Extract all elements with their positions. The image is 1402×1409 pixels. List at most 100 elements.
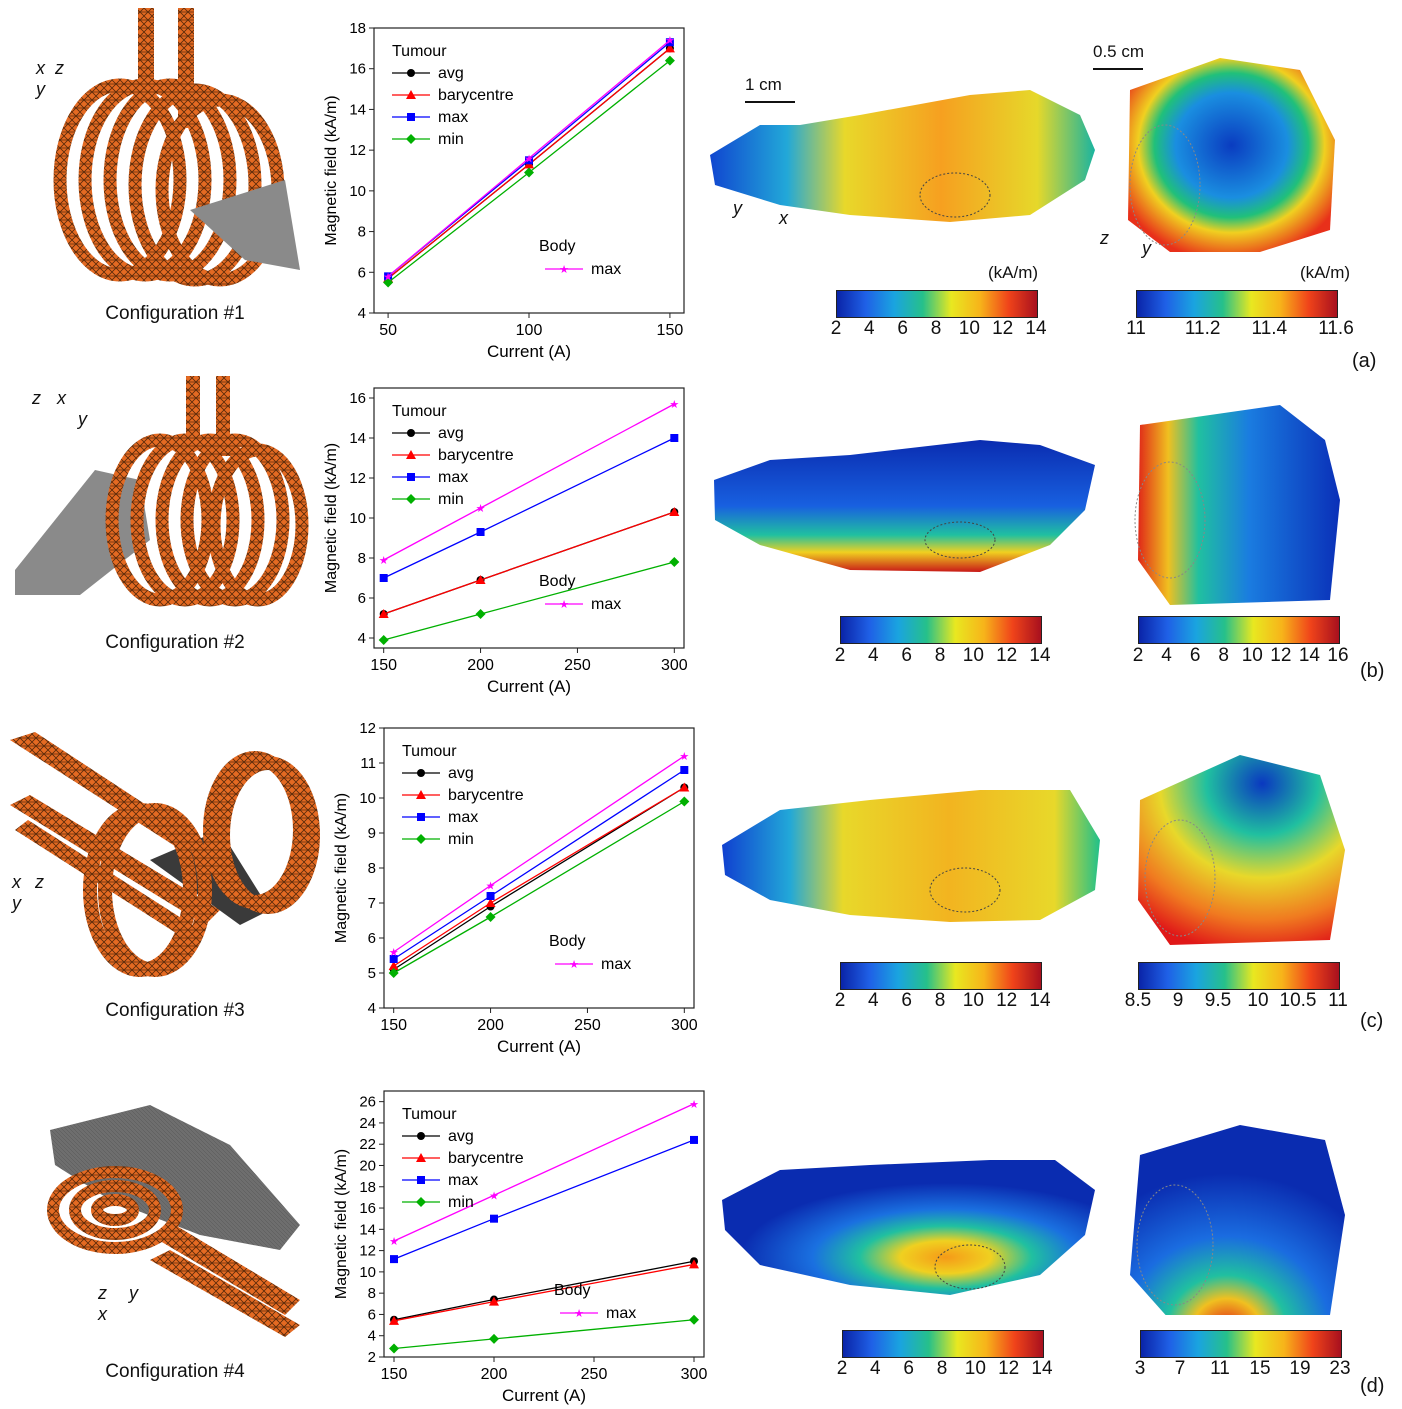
colorbar-1 [842, 1330, 1044, 1358]
data-point: ★ [524, 153, 534, 165]
line-chart-a: 468101214161850 100 150Current (A)Magnetic… [312, 20, 692, 365]
legend-label: avg [438, 65, 464, 82]
field-maps-c: 2 4 6 8 10 12 14 8.5 9 9.5 10 10.5 11 [700, 750, 1400, 1050]
data-point [390, 1255, 398, 1263]
colorbar-tick-label: 10 [963, 990, 984, 1012]
legend-title-body: Body [554, 1282, 590, 1299]
x-axis-label: Current (A) [487, 677, 571, 696]
y-tick-label: 10 [349, 510, 366, 527]
data-point [487, 892, 495, 900]
series-line [394, 756, 685, 952]
configuration-label: Configuration #1 [0, 303, 350, 325]
y-tick-label: 6 [358, 590, 366, 607]
series-max [390, 1136, 698, 1263]
colorbar-tick-label: 4 [868, 990, 879, 1012]
y-tick-label: 20 [359, 1157, 376, 1174]
plot-frame [384, 728, 694, 1008]
x-axis-label: Current (A) [502, 1386, 586, 1405]
legend-marker: ★ [574, 1308, 584, 1320]
colorbar-ticks-2: 8.5 9 9.5 10 10.5 11 [1138, 990, 1338, 1012]
colorbar-tick-label: 11 [1210, 1358, 1230, 1380]
colorbar-unit-2: (kA/m) [1300, 263, 1350, 283]
configuration-label: Configuration #4 [0, 1361, 350, 1383]
data-point [670, 434, 678, 442]
x-tick-label: 300 [671, 1017, 698, 1034]
legend-marker [416, 834, 426, 844]
data-point: ★ [379, 555, 389, 567]
line-chart-b: 4 6 8 10 12 14 16 150 200 250 300 Current (A) Magnet… [312, 380, 692, 700]
legend-marker [407, 113, 415, 121]
legend-label: avg [448, 765, 474, 782]
legend-label: max [448, 1172, 478, 1189]
colorbar-tick-label: 8.5 [1125, 990, 1151, 1012]
colorbar-tick-label: 14 [1029, 990, 1050, 1012]
legend-label: avg [438, 425, 464, 442]
colorbar-tick-label: 10 [1247, 990, 1268, 1012]
colorbar-tick-label: 12 [996, 645, 1017, 667]
colorbar-tick-label: 2 [835, 990, 846, 1012]
y-tick-label: 16 [349, 390, 366, 407]
data-point: ★ [665, 35, 675, 47]
colorbar-ticks-2: 11 11.2 11.4 11.6 [1136, 318, 1336, 340]
legend-label: barycentre [438, 447, 514, 464]
x-tick-label: 250 [564, 657, 591, 674]
legend-label: barycentre [448, 1150, 524, 1167]
colorbar-tick-label: 4 [868, 645, 879, 667]
x-tick-label: 300 [661, 657, 688, 674]
legend-marker [406, 494, 416, 504]
legend-marker [406, 134, 416, 144]
data-point: ★ [383, 271, 393, 283]
y-tick-label: 12 [349, 470, 366, 487]
colorbar-tick-label: 15 [1249, 1358, 1270, 1380]
colorbar-tick-label: 4 [870, 1358, 881, 1380]
y-tick-label: 14 [359, 1221, 376, 1238]
colorbar-tick-label: 7 [1175, 1358, 1186, 1380]
y-tick-label: 2 [368, 1349, 376, 1366]
data-point: ★ [489, 1190, 499, 1202]
colorbar-tick-label: 11.2 [1185, 318, 1221, 340]
data-point [490, 1215, 498, 1223]
data-point [486, 912, 496, 922]
series-body_max: ★ ★ ★ [389, 751, 690, 959]
colorbar-tick-label: 9 [1173, 990, 1184, 1012]
colorbar-tick-label: 6 [903, 1358, 914, 1380]
y-tick-label: 24 [359, 1115, 376, 1132]
x-tick-label: 250 [581, 1366, 608, 1383]
colorbar-tick-label: 9.5 [1205, 990, 1231, 1012]
colorbar-tick-label: 14 [1031, 1358, 1052, 1380]
colorbar-tick-label: 2 [831, 318, 842, 340]
panel-label: (c) [1360, 1010, 1383, 1033]
series-line [384, 404, 675, 560]
series-line [384, 562, 675, 640]
y-axis-label: Magnetic field (kA/m) [323, 95, 340, 245]
y-tick-label: 9 [368, 825, 376, 842]
colorbar-tick-label: 8 [1218, 645, 1229, 667]
series-min [389, 797, 690, 979]
legend-label: max [438, 109, 468, 126]
colorbar-tick-label: 16 [1327, 645, 1348, 667]
data-point [680, 766, 688, 774]
y-tick-label: 8 [358, 224, 366, 241]
colorbar-ticks-2: 2 4 6 8 10 12 14 16 [1138, 645, 1338, 667]
legend-marker [417, 769, 425, 777]
colorbar-ticks-1: 2 4 6 8 10 12 14 [840, 990, 1040, 1012]
colorbar-unit-1: (kA/m) [988, 263, 1038, 283]
legend-label: barycentre [438, 87, 514, 104]
y-tick-label: 10 [349, 183, 366, 200]
panel-label: (d) [1360, 1375, 1384, 1398]
colorbar-tick-label: 10 [1242, 645, 1263, 667]
y-tick-label: 4 [368, 1328, 376, 1345]
x-tick-label: 200 [467, 657, 494, 674]
data-point: ★ [486, 881, 496, 893]
colorbar-tick-label: 4 [1161, 645, 1172, 667]
legend-label: max [601, 956, 631, 973]
series-line [394, 1261, 694, 1320]
legend-title-tumour: Tumour [392, 403, 447, 420]
x-tick-label: 150 [381, 1366, 408, 1383]
colorbar-tick-label: 2 [835, 645, 846, 667]
legend-label: avg [448, 1128, 474, 1145]
data-point [690, 1136, 698, 1144]
